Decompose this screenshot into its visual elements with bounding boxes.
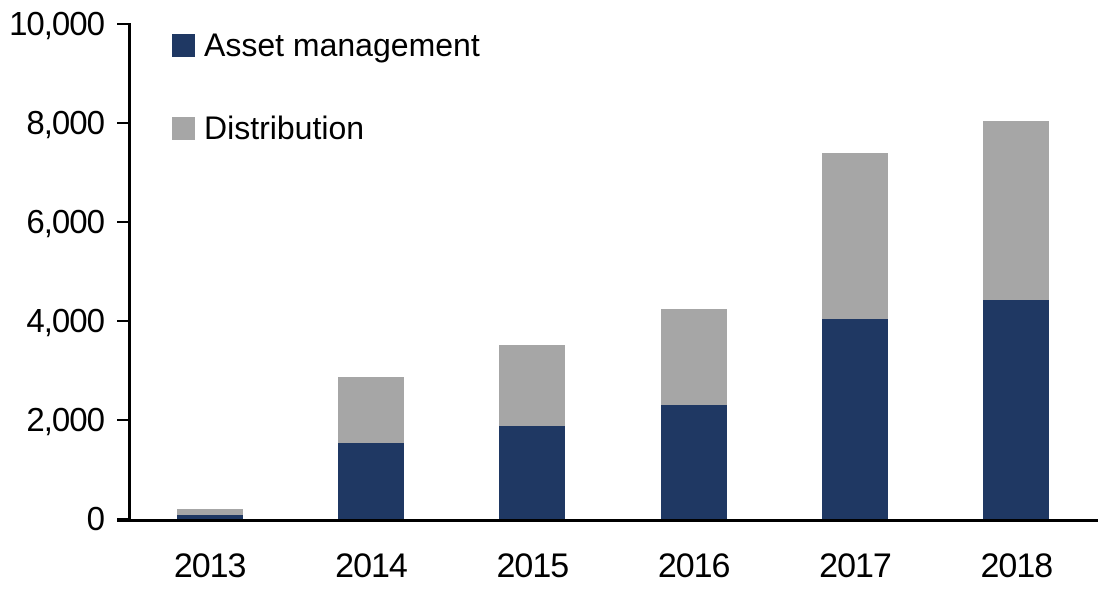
x-tick-label-2017: 2017 — [819, 547, 892, 585]
bar-2015-asset-management — [499, 426, 566, 519]
bar-2017-distribution — [822, 152, 888, 319]
bar-2016-distribution — [660, 308, 727, 406]
x-tick-label-2014: 2014 — [335, 547, 408, 585]
x-tick-label-2015: 2015 — [496, 547, 570, 585]
x-tick-label-2016: 2016 — [657, 547, 731, 585]
y-tick-label-2-000: 2,000 — [26, 401, 105, 438]
legend-swatch-asset-management — [172, 34, 195, 57]
y-tick-label-10-000: 10,000 — [9, 5, 105, 42]
bar-2016-asset-management — [660, 405, 727, 519]
legend-label-asset-management: Asset management — [204, 27, 480, 63]
y-tick-2-000 — [117, 419, 128, 421]
y-tick-6-000 — [117, 221, 128, 223]
bar-2017-asset-management — [822, 319, 888, 519]
x-tick-label-2013: 2013 — [173, 547, 247, 585]
y-tick-8-000 — [117, 122, 128, 124]
bar-2018-asset-management — [983, 300, 1050, 519]
y-tick-label-4-000: 4,000 — [26, 302, 105, 339]
x-tick-label-2018: 2018 — [980, 547, 1054, 585]
legend-item-asset-management: Asset management — [172, 27, 480, 64]
legend-swatch-distribution — [172, 117, 195, 140]
legend-item-distribution: Distribution — [172, 110, 480, 147]
bar-2014-distribution — [338, 377, 404, 443]
bar-2018-distribution — [983, 121, 1050, 301]
x-axis-line — [117, 519, 1098, 522]
legend: Asset management Distribution — [172, 27, 480, 147]
legend-label-distribution: Distribution — [204, 110, 365, 146]
bar-2015-distribution — [499, 344, 566, 427]
y-tick-10-000 — [117, 23, 128, 25]
bar-2014-asset-management — [338, 442, 404, 519]
y-tick-label-6-000: 6,000 — [26, 203, 105, 240]
y-tick-label-8-000: 8,000 — [26, 104, 105, 141]
y-axis-line — [128, 23, 131, 522]
y-tick-label-0: 0 — [86, 500, 105, 537]
bar-2013-asset-management — [176, 515, 243, 519]
bar-2013-distribution — [176, 509, 243, 516]
y-tick-4-000 — [117, 320, 128, 322]
